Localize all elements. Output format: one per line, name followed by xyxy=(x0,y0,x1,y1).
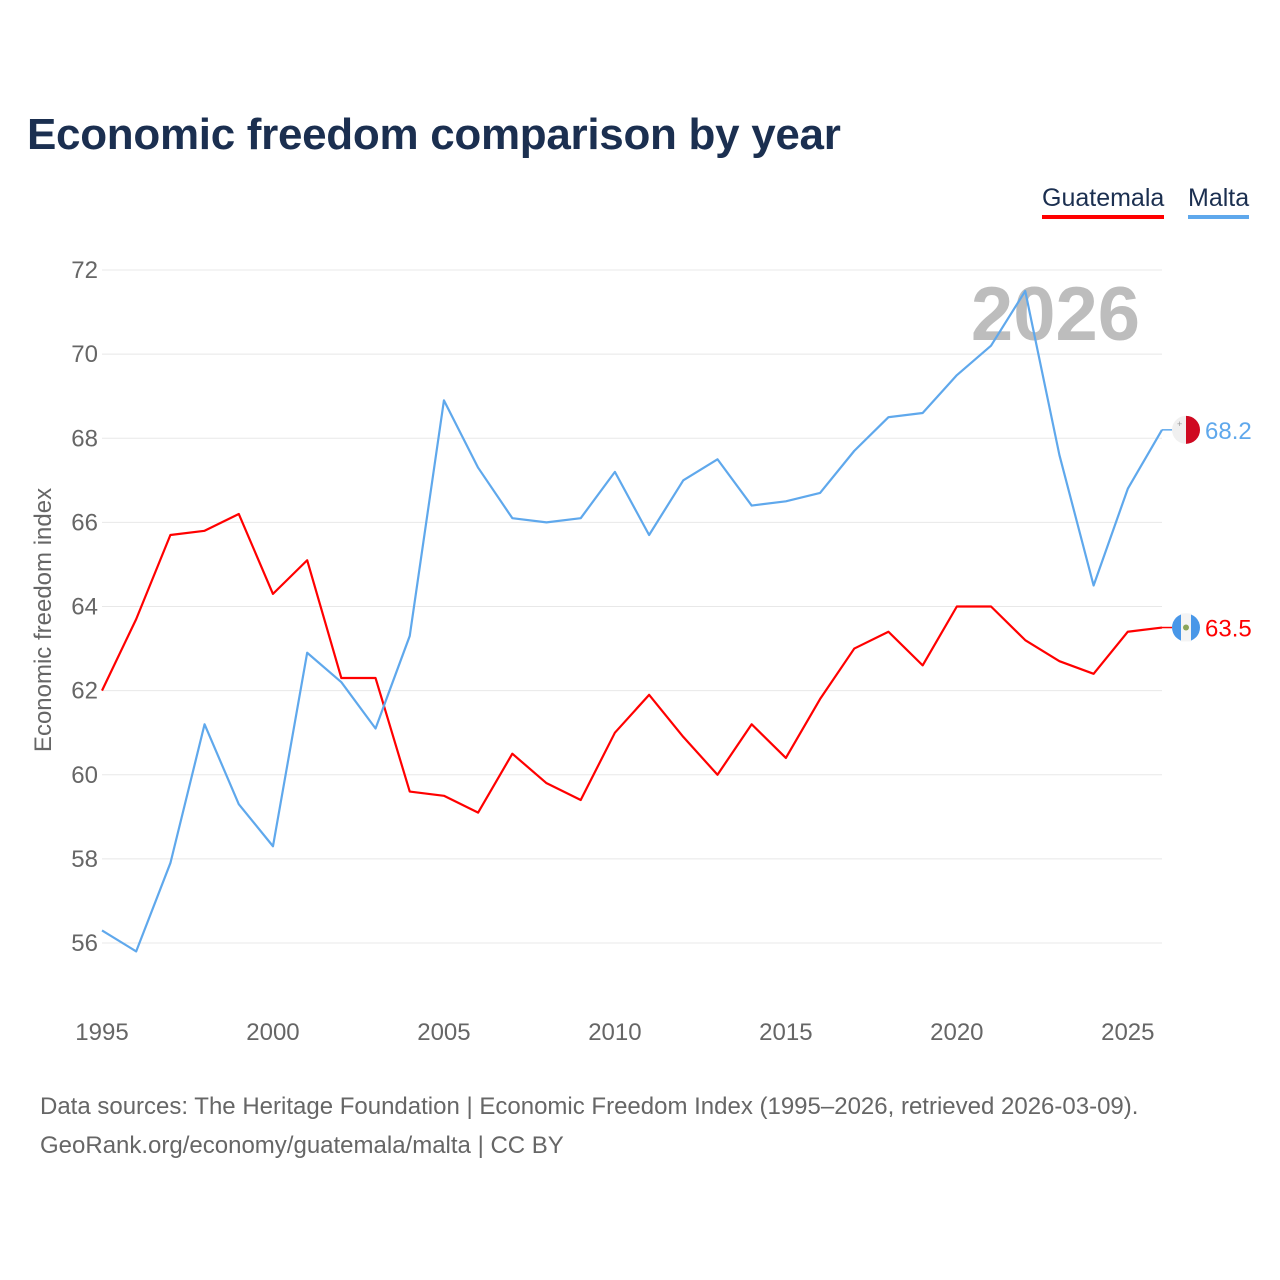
x-tick-label: 2015 xyxy=(759,1019,812,1046)
y-tick-label: 58 xyxy=(71,846,98,873)
y-tick-label: 64 xyxy=(71,594,98,621)
x-tick-label: 1995 xyxy=(75,1019,128,1046)
y-tick-label: 68 xyxy=(71,425,98,452)
x-tick-label: 2005 xyxy=(417,1019,470,1046)
footer: Data sources: The Heritage Foundation | … xyxy=(40,1087,1138,1165)
end-value-label: 63.5 xyxy=(1205,616,1252,643)
series-line-malta xyxy=(101,289,1163,953)
source-text: Data sources: The Heritage Foundation | … xyxy=(40,1093,1139,1120)
x-tick-label: 2010 xyxy=(588,1019,641,1046)
y-tick-label: 70 xyxy=(71,341,98,368)
x-tick-label: 2000 xyxy=(246,1019,299,1046)
y-axis-label: Economic freedom index xyxy=(30,488,57,752)
y-tick-label: 56 xyxy=(71,930,98,957)
x-tick-label: 2020 xyxy=(930,1019,983,1046)
series-line-guatemala xyxy=(101,512,1163,814)
y-tick-label: 72 xyxy=(71,257,98,284)
legend-item-guatemala[interactable]: Guatemala xyxy=(1042,184,1165,219)
legend-item-malta[interactable]: Malta xyxy=(1188,184,1250,219)
y-tick-label: 62 xyxy=(71,678,98,705)
chart-title: Economic freedom comparison by year xyxy=(27,110,841,159)
y-tick-label: 66 xyxy=(71,509,98,536)
line-chart: 56 58 60 62 64 66 68 70 72 1995 2000 2005 2010 2015 20… xyxy=(30,257,1252,1046)
attribution-link[interactable]: GeoRank.org/economy/guatemala/malta | CC… xyxy=(40,1132,564,1159)
x-tick-label: 2025 xyxy=(1101,1019,1154,1046)
end-value-label: 68.2 xyxy=(1205,418,1252,445)
y-tick-label: 60 xyxy=(71,762,98,789)
guatemala-emblem xyxy=(1183,624,1189,631)
malta-cross: + xyxy=(1177,419,1182,429)
malta-flag-red-half xyxy=(1186,415,1200,444)
year-watermark: 2026 xyxy=(971,272,1140,357)
